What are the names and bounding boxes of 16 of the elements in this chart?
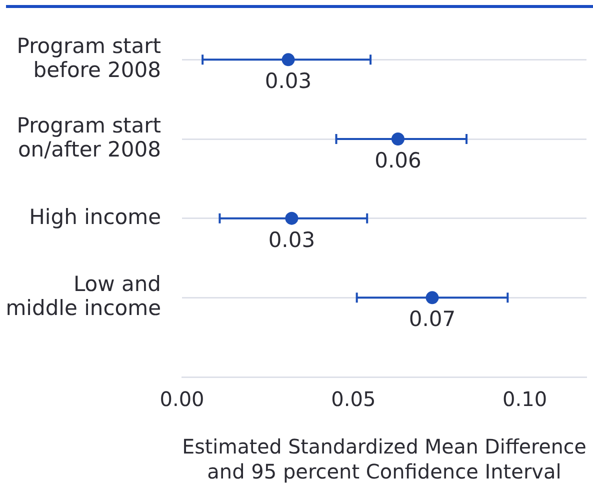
x-tick-label: 0.00 xyxy=(160,387,204,412)
x-axis-title: Estimated Standardized Mean Difference and 95 percent Confidence Interval xyxy=(182,436,586,484)
data-label: 0.03 xyxy=(268,228,316,252)
data-label: 0.03 xyxy=(264,69,312,94)
y-tick-label: Program start on/after 2008 xyxy=(16,113,161,162)
x-tick-label: 0.05 xyxy=(331,387,376,412)
y-tick-label: Low and middle income xyxy=(6,272,161,320)
point xyxy=(391,132,404,146)
x-tick-label: 0.10 xyxy=(502,387,548,412)
y-tick-label: Program start before 2008 xyxy=(16,34,161,82)
point xyxy=(285,212,298,225)
point xyxy=(282,53,295,66)
data-label: 0.06 xyxy=(374,148,422,172)
point xyxy=(426,291,439,304)
data-label: 0.07 xyxy=(408,307,456,332)
y-tick-label: High income xyxy=(29,204,161,229)
